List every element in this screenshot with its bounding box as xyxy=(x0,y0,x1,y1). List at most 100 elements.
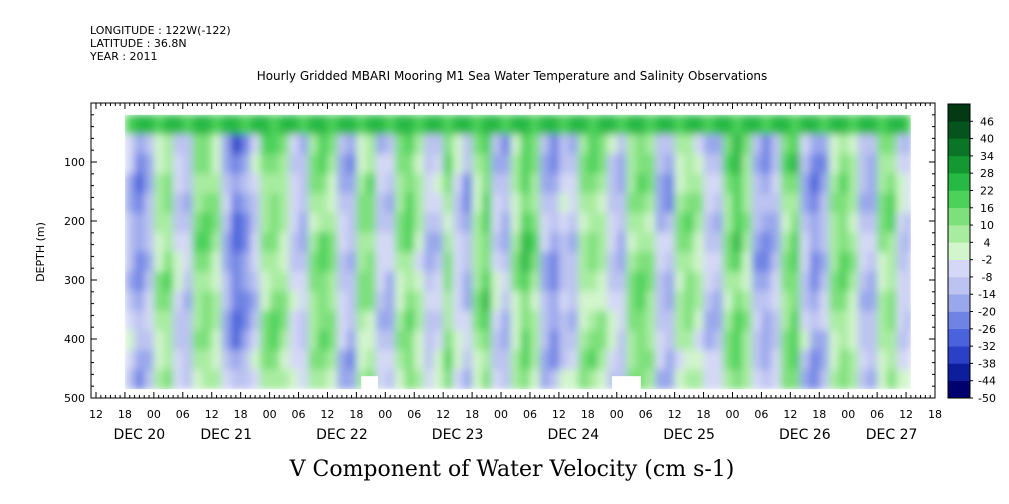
heatmap-cell xyxy=(713,153,724,175)
x-tick-label: 18 xyxy=(697,408,711,421)
heatmap-cell xyxy=(703,349,714,371)
heatmap-cell xyxy=(655,369,666,390)
colorbar-label: -38 xyxy=(978,357,996,370)
heatmap-cell xyxy=(597,251,608,273)
heatmap-cell xyxy=(761,251,772,273)
heatmap-cell xyxy=(896,330,907,351)
heatmap-cell xyxy=(346,251,357,273)
heatmap-cell xyxy=(645,330,656,351)
heatmap-cell xyxy=(404,134,415,155)
heatmap-cell xyxy=(520,193,531,214)
heatmap-cell xyxy=(491,232,502,253)
heatmap-cell xyxy=(144,291,155,312)
heatmap-cell xyxy=(886,291,898,312)
heatmap-cell xyxy=(616,310,628,331)
heatmap-cell xyxy=(231,349,242,371)
heatmap-cell xyxy=(828,310,840,331)
heatmap-cell xyxy=(202,349,213,371)
heatmap-cell xyxy=(144,349,155,371)
heatmap-cell xyxy=(742,173,753,194)
heatmap-cell xyxy=(906,310,912,331)
heatmap-cell xyxy=(317,153,329,175)
heatmap-cell xyxy=(433,291,444,312)
heatmap-cell xyxy=(472,310,483,331)
heatmap-cell xyxy=(896,173,907,194)
colorbar-swatch xyxy=(948,346,970,364)
heatmap-cell xyxy=(231,251,242,273)
heatmap-cell xyxy=(799,173,811,194)
heatmap-cell xyxy=(838,114,849,135)
heatmap-cell xyxy=(549,330,560,351)
heatmap-cell xyxy=(134,212,145,233)
heatmap-cell xyxy=(423,271,435,292)
heatmap-cell xyxy=(124,291,136,312)
heatmap-cell xyxy=(597,193,608,214)
heatmap-cell xyxy=(713,212,724,233)
heatmap-cell xyxy=(317,193,329,214)
heatmap-cell xyxy=(501,153,512,175)
heatmap-cell xyxy=(848,193,859,214)
heatmap-cell xyxy=(664,369,676,390)
heatmap-cell xyxy=(848,330,859,351)
heatmap-cell xyxy=(529,114,541,135)
heatmap-cell xyxy=(693,232,705,253)
heatmap-cell xyxy=(867,153,878,175)
heatmap-cell xyxy=(828,251,840,273)
heatmap-cell xyxy=(587,134,599,155)
heatmap-cell xyxy=(857,330,869,351)
heatmap-cell xyxy=(877,330,888,351)
heatmap-cell xyxy=(317,251,329,273)
heatmap-cell xyxy=(423,291,435,312)
heatmap-cell xyxy=(636,212,647,233)
heatmap-cell xyxy=(211,232,222,253)
heatmap-cell xyxy=(761,271,772,292)
heatmap-cell xyxy=(857,134,869,155)
heatmap-cell xyxy=(664,271,676,292)
heatmap-cell xyxy=(259,271,271,292)
heatmap-cell xyxy=(404,310,415,331)
heatmap-cell xyxy=(221,251,232,273)
heatmap-cell xyxy=(722,271,734,292)
heatmap-cell xyxy=(298,114,309,135)
heatmap-cell xyxy=(742,271,753,292)
heatmap-cell xyxy=(501,291,512,312)
heatmap-cell xyxy=(607,153,618,175)
heatmap-cell xyxy=(279,271,290,292)
heatmap-cell xyxy=(510,349,521,371)
heatmap-cell xyxy=(838,330,849,351)
heatmap-cell xyxy=(182,330,194,351)
heatmap-cell xyxy=(202,212,213,233)
heatmap-cell xyxy=(192,232,203,253)
heatmap-cell xyxy=(462,232,473,253)
x-tick-label: 18 xyxy=(581,408,595,421)
heatmap-cell xyxy=(462,173,473,194)
heatmap-cell xyxy=(452,349,464,371)
heatmap-cell xyxy=(626,349,637,371)
heatmap-cell xyxy=(385,193,396,214)
heatmap-cell xyxy=(828,212,840,233)
heatmap-cell xyxy=(886,134,898,155)
heatmap-cell xyxy=(693,251,705,273)
heatmap-cell xyxy=(346,173,357,194)
heatmap-cell xyxy=(742,134,753,155)
heatmap-cell xyxy=(134,349,145,371)
heatmap-cell xyxy=(394,251,406,273)
heatmap-cell xyxy=(153,193,165,214)
heatmap-cell xyxy=(848,153,859,175)
heatmap-cell xyxy=(202,271,213,292)
heatmap-cell xyxy=(587,173,599,194)
heatmap-cell xyxy=(298,212,309,233)
heatmap-cell xyxy=(751,173,763,194)
x-tick-label: 12 xyxy=(899,408,913,421)
heatmap-cell xyxy=(578,330,589,351)
heatmap-cell xyxy=(626,134,637,155)
heatmap-cell xyxy=(684,114,695,135)
heatmap-cell xyxy=(144,271,155,292)
heatmap-cell xyxy=(163,330,174,351)
heatmap-cell xyxy=(298,193,309,214)
heatmap-cell xyxy=(452,153,464,175)
heatmap-cell xyxy=(144,212,155,233)
heatmap-cell xyxy=(433,330,444,351)
heatmap-cell xyxy=(568,173,579,194)
heatmap-cell xyxy=(288,173,300,194)
